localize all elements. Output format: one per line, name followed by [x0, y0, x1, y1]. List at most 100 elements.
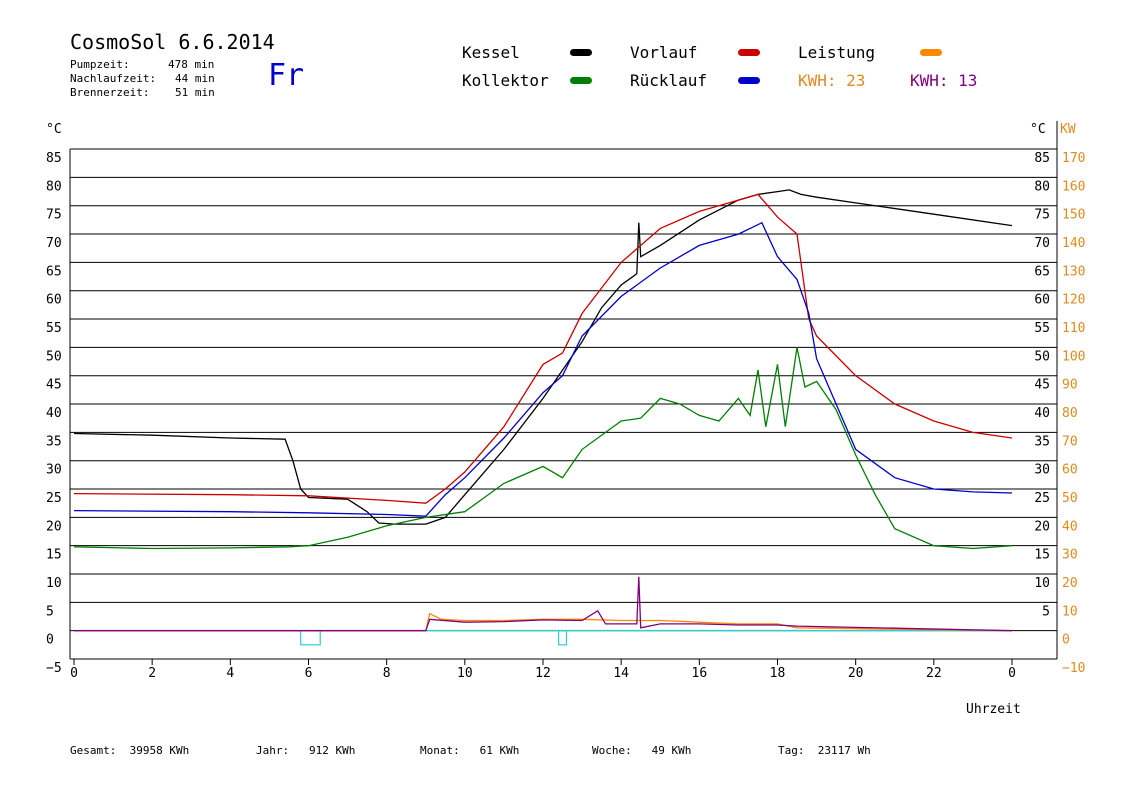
y-tick-label-power: 120 [1062, 293, 1085, 308]
y-tick-label-right: 35 [1034, 434, 1050, 449]
legend-leistung-label: Leistung [798, 43, 876, 62]
stat-pumpzeit-value: 478 min [168, 58, 215, 71]
tick-labels: 0 2 4 6 8 10 12 14 16 18 20 22 0−5051015202530354045… [46, 151, 1085, 681]
legend-ruecklauf-swatch [738, 77, 760, 84]
y-tick-label-power: 10 [1062, 604, 1078, 619]
legend-ruecklauf-label: Rücklauf [630, 71, 708, 90]
y-tick-label-power: 170 [1062, 151, 1085, 166]
y-tick-label-right: 10 [1034, 576, 1050, 591]
y-axis-left-unit: °C [46, 122, 62, 137]
legend-kessel-swatch [570, 49, 592, 56]
y-tick-label-power: 0 [1062, 633, 1070, 648]
y-tick-label-power: 90 [1062, 378, 1078, 393]
x-tick-label: 12 [535, 666, 551, 681]
y-tick-label-left: 20 [46, 519, 62, 534]
y-axis-right-unit: °C [1030, 122, 1046, 137]
y-tick-label-left: −5 [46, 661, 62, 676]
series-line-kessel [73, 189, 1013, 525]
y-tick-label-power: −10 [1062, 661, 1085, 676]
weekday-label: Fr [268, 58, 305, 93]
x-tick-label: 0 [1008, 666, 1016, 681]
legend-kessel-label: Kessel [462, 43, 520, 62]
y-tick-label-power: 100 [1062, 349, 1085, 364]
y-tick-label-left: 40 [46, 406, 62, 421]
stat-nachlaufzeit-label: Nachlaufzeit: [70, 72, 157, 85]
x-tick-label: 14 [613, 666, 629, 681]
y-tick-label-power: 30 [1062, 548, 1078, 563]
footer-tag: Tag: 23117 Wh [778, 744, 871, 757]
y-tick-label-power: 110 [1062, 321, 1085, 336]
footer-gesamt: Gesamt: 39958 KWh [70, 744, 190, 757]
legend-kwh2-label: KWH: 13 [910, 71, 978, 90]
series-lines [73, 189, 1013, 646]
y-axis-power-unit: KW [1060, 122, 1076, 137]
x-tick-label: 10 [457, 666, 473, 681]
x-tick-label: 16 [692, 666, 708, 681]
y-tick-label-right: 40 [1034, 406, 1050, 421]
y-tick-label-left: 35 [46, 434, 62, 449]
y-tick-label-left: 60 [46, 293, 62, 308]
grid-lines [69, 121, 1058, 665]
footer-woche: Woche: 49 KWh [592, 744, 692, 757]
y-tick-label-left: 0 [46, 633, 54, 648]
stat-nachlaufzeit-value: 44 min [175, 72, 215, 85]
legend-kollektor-label: Kollektor [462, 71, 549, 90]
y-tick-label-left: 25 [46, 491, 62, 506]
series-line-kwh [74, 576, 1013, 632]
series-line-leistung [74, 612, 1013, 632]
y-tick-label-left: 5 [46, 604, 54, 619]
legend-leistung-swatch [920, 49, 942, 56]
y-tick-label-left: 50 [46, 349, 62, 364]
y-tick-label-right: 20 [1034, 519, 1050, 534]
y-tick-label-right: 50 [1034, 349, 1050, 364]
y-tick-label-left: 30 [46, 463, 62, 478]
y-tick-label-right: 25 [1034, 491, 1050, 506]
y-tick-label-power: 50 [1062, 491, 1078, 506]
y-tick-label-right: 60 [1034, 293, 1050, 308]
y-tick-label-right: 45 [1034, 378, 1050, 393]
y-tick-label-right: 80 [1034, 179, 1050, 194]
y-tick-label-right: 15 [1034, 548, 1050, 563]
y-tick-label-right: 75 [1034, 208, 1050, 223]
series-line-rcklauf [73, 221, 1013, 517]
series-line-kollektor [73, 347, 1013, 550]
x-tick-label: 0 [70, 666, 78, 681]
y-tick-label-power: 60 [1062, 463, 1078, 478]
stat-brennerzeit-label: Brennerzeit: [70, 86, 150, 99]
stat-brennerzeit-value: 51 min [175, 86, 215, 99]
chart-plot: 0 2 4 6 8 10 12 14 16 18 20 22 0−5051015202530354045… [46, 121, 1085, 681]
legend-kwh1-label: KWH: 23 [798, 71, 866, 90]
x-tick-label: 2 [148, 666, 156, 681]
y-tick-label-right: 65 [1034, 264, 1050, 279]
x-tick-label: 8 [383, 666, 391, 681]
legend-kollektor-swatch [570, 77, 592, 84]
burner-marker [558, 630, 568, 646]
y-tick-label-left: 45 [46, 378, 62, 393]
y-tick-label-power: 70 [1062, 434, 1078, 449]
y-tick-label-power: 20 [1062, 576, 1078, 591]
burner-marker [300, 630, 321, 646]
footer-jahr: Jahr: 912 KWh [256, 744, 356, 757]
y-tick-label-left: 65 [46, 264, 62, 279]
x-tick-label: 4 [226, 666, 234, 681]
y-tick-label-power: 160 [1062, 179, 1085, 194]
y-tick-label-power: 80 [1062, 406, 1078, 421]
y-tick-label-power: 130 [1062, 264, 1085, 279]
y-tick-label-left: 85 [46, 151, 62, 166]
y-tick-label-right: 5 [1042, 604, 1050, 619]
y-tick-label-left: 80 [46, 179, 62, 194]
footer-monat: Monat: 61 KWh [420, 744, 520, 757]
y-tick-label-left: 75 [46, 208, 62, 223]
x-tick-label: 6 [305, 666, 313, 681]
y-tick-label-right: 70 [1034, 236, 1050, 251]
y-tick-label-left: 70 [46, 236, 62, 251]
y-tick-label-power: 40 [1062, 519, 1078, 534]
x-tick-label: 22 [926, 666, 942, 681]
y-tick-label-right: 85 [1034, 151, 1050, 166]
y-tick-label-power: 140 [1062, 236, 1085, 251]
stat-pumpzeit-label: Pumpzeit: [70, 58, 130, 71]
x-tick-label: 20 [848, 666, 864, 681]
y-tick-label-power: 150 [1062, 208, 1085, 223]
y-tick-label-left: 15 [46, 548, 62, 563]
chart-title: CosmoSol 6.6.2014 [70, 30, 275, 54]
